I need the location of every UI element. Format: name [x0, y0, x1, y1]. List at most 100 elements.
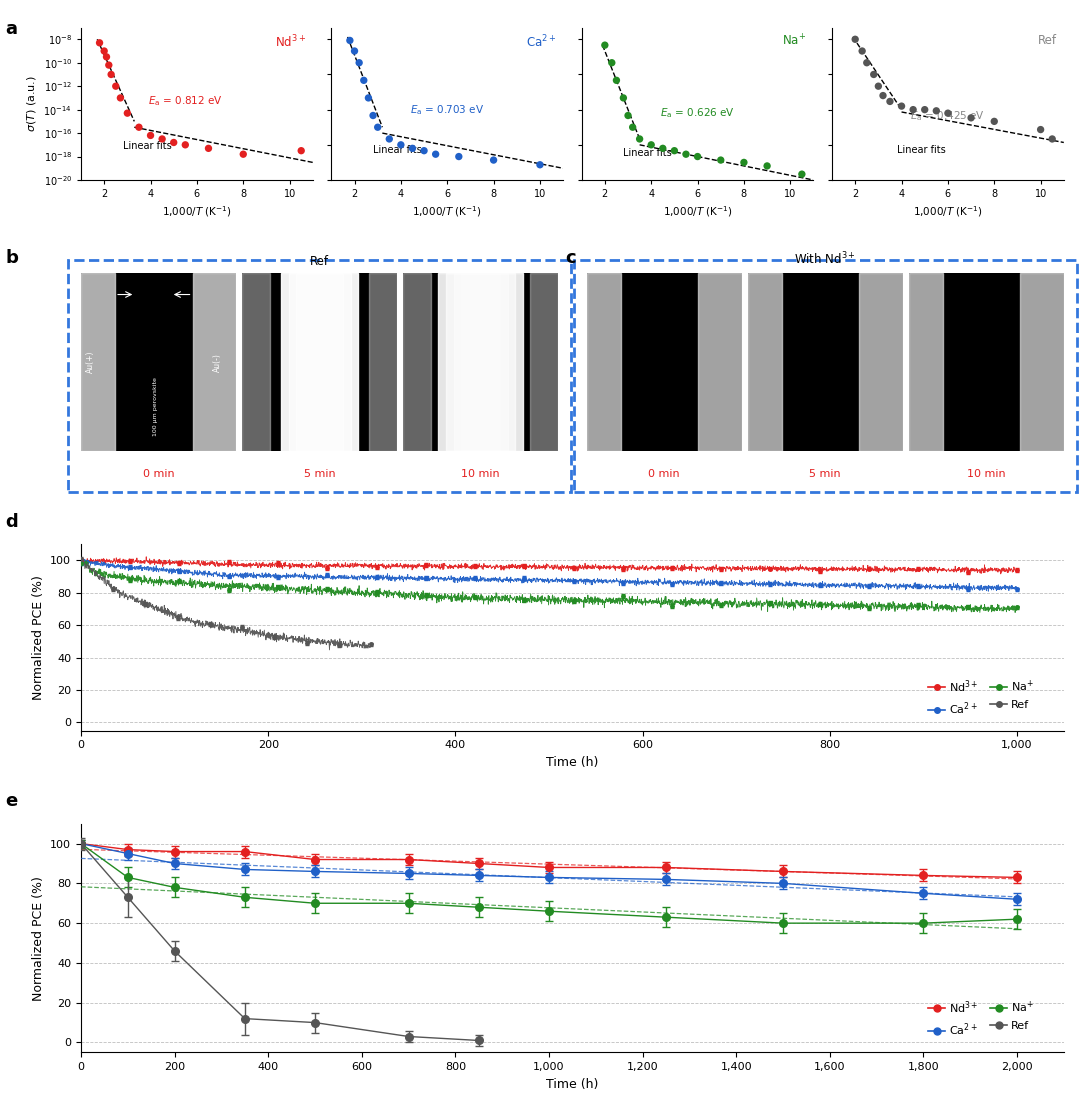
Point — [234, 145, 252, 163]
Point — [293, 142, 310, 160]
Text: 0 min: 0 min — [648, 468, 680, 479]
Point — [531, 156, 549, 174]
Bar — [242, 273, 270, 451]
Point — [940, 105, 957, 122]
Text: $E_{\mathrm{a}}$ = 0.626 eV: $E_{\mathrm{a}}$ = 0.626 eV — [660, 106, 735, 120]
Text: e: e — [5, 792, 17, 810]
Point — [165, 133, 183, 151]
Point — [962, 109, 980, 127]
Y-axis label: $\sigma(T)$ (a.u.): $\sigma(T)$ (a.u.) — [25, 75, 38, 132]
Bar — [909, 273, 943, 451]
Text: Ref: Ref — [1038, 34, 1057, 46]
Point — [847, 31, 864, 48]
Bar — [288, 273, 351, 451]
Text: 10 min: 10 min — [461, 468, 500, 479]
X-axis label: 1,000/$T$ (K$^{-1}$): 1,000/$T$ (K$^{-1}$) — [663, 205, 732, 219]
Legend: Nd$^{3+}$, Ca$^{2+}$, Na$^{+}$, Ref: Nd$^{3+}$, Ca$^{2+}$, Na$^{+}$, Ref — [924, 995, 1039, 1042]
Point — [98, 48, 116, 66]
Bar — [747, 273, 782, 451]
Text: Au(-): Au(-) — [213, 353, 221, 371]
X-axis label: 1,000/$T$ (K$^{-1}$): 1,000/$T$ (K$^{-1}$) — [162, 205, 232, 219]
Point — [107, 77, 124, 95]
Text: Nd$^{3+}$: Nd$^{3+}$ — [274, 34, 306, 51]
Legend: Nd$^{3+}$, Ca$^{2+}$, Na$^{+}$, Ref: Nd$^{3+}$, Ca$^{2+}$, Na$^{+}$, Ref — [924, 673, 1039, 722]
Point — [91, 34, 108, 52]
X-axis label: Time (h): Time (h) — [546, 1078, 598, 1091]
Point — [177, 136, 194, 153]
Bar — [403, 273, 431, 451]
Text: a: a — [5, 20, 17, 37]
Text: b: b — [5, 249, 18, 267]
Point — [893, 97, 910, 115]
X-axis label: 1,000/$T$ (K$^{-1}$): 1,000/$T$ (K$^{-1}$) — [413, 205, 482, 219]
Point — [615, 89, 632, 107]
Bar — [586, 273, 621, 451]
Bar — [81, 273, 116, 451]
Text: 5 min: 5 min — [303, 468, 336, 479]
Point — [369, 118, 387, 136]
Point — [758, 158, 775, 175]
Point — [853, 42, 870, 60]
Point — [712, 151, 729, 169]
Point — [608, 72, 625, 89]
Point — [153, 130, 171, 148]
Point — [665, 142, 683, 160]
Point — [793, 165, 810, 183]
Point — [364, 107, 381, 125]
Point — [355, 72, 373, 89]
Point — [341, 32, 359, 50]
Point — [103, 66, 120, 84]
X-axis label: Time (h): Time (h) — [546, 756, 598, 769]
Point — [689, 148, 706, 165]
Point — [131, 118, 148, 136]
Text: 100 μm perovskite: 100 μm perovskite — [153, 377, 158, 436]
Point — [111, 89, 129, 107]
Point — [654, 140, 672, 158]
Text: 10 min: 10 min — [967, 468, 1005, 479]
Text: Ref: Ref — [310, 255, 329, 268]
Point — [603, 54, 620, 72]
Text: $E_{\mathrm{a}}$ = 0.703 eV: $E_{\mathrm{a}}$ = 0.703 eV — [410, 102, 484, 117]
Point — [624, 118, 642, 136]
Point — [450, 148, 468, 165]
Point — [380, 130, 397, 148]
Point — [677, 145, 694, 163]
Point — [881, 93, 899, 110]
Point — [916, 100, 933, 118]
Bar — [296, 273, 342, 451]
Bar — [461, 273, 500, 451]
Y-axis label: Normalized PCE (%): Normalized PCE (%) — [31, 876, 44, 1001]
Text: $E_{\mathrm{a}}$ = 0.812 eV: $E_{\mathrm{a}}$ = 0.812 eV — [148, 94, 222, 108]
X-axis label: 1,000/$T$ (K$^{-1}$): 1,000/$T$ (K$^{-1}$) — [913, 205, 983, 219]
Bar — [860, 273, 903, 451]
Point — [200, 140, 217, 158]
Text: Na$^{+}$: Na$^{+}$ — [782, 34, 807, 48]
Bar — [438, 273, 523, 451]
Text: d: d — [5, 514, 18, 531]
Point — [869, 77, 887, 95]
Bar — [699, 273, 742, 451]
Point — [360, 89, 377, 107]
Text: Linear fits: Linear fits — [373, 144, 422, 154]
Bar — [1021, 273, 1064, 451]
Point — [904, 100, 921, 118]
Text: 5 min: 5 min — [809, 468, 841, 479]
Point — [416, 142, 433, 160]
Point — [392, 136, 409, 153]
Text: Ca$^{2+}$: Ca$^{2+}$ — [526, 34, 556, 51]
Text: c: c — [565, 249, 576, 267]
Point — [427, 145, 444, 163]
Text: With Nd$^{3+}$: With Nd$^{3+}$ — [794, 251, 856, 268]
Bar — [281, 273, 359, 451]
Bar — [312, 273, 327, 451]
Point — [735, 153, 753, 171]
Point — [100, 56, 118, 74]
Point — [404, 140, 421, 158]
Bar — [446, 273, 515, 451]
Point — [119, 105, 136, 122]
Bar — [454, 273, 508, 451]
Text: Linear fits: Linear fits — [896, 144, 946, 154]
Point — [351, 54, 368, 72]
Point — [865, 66, 882, 84]
Point — [95, 42, 112, 60]
